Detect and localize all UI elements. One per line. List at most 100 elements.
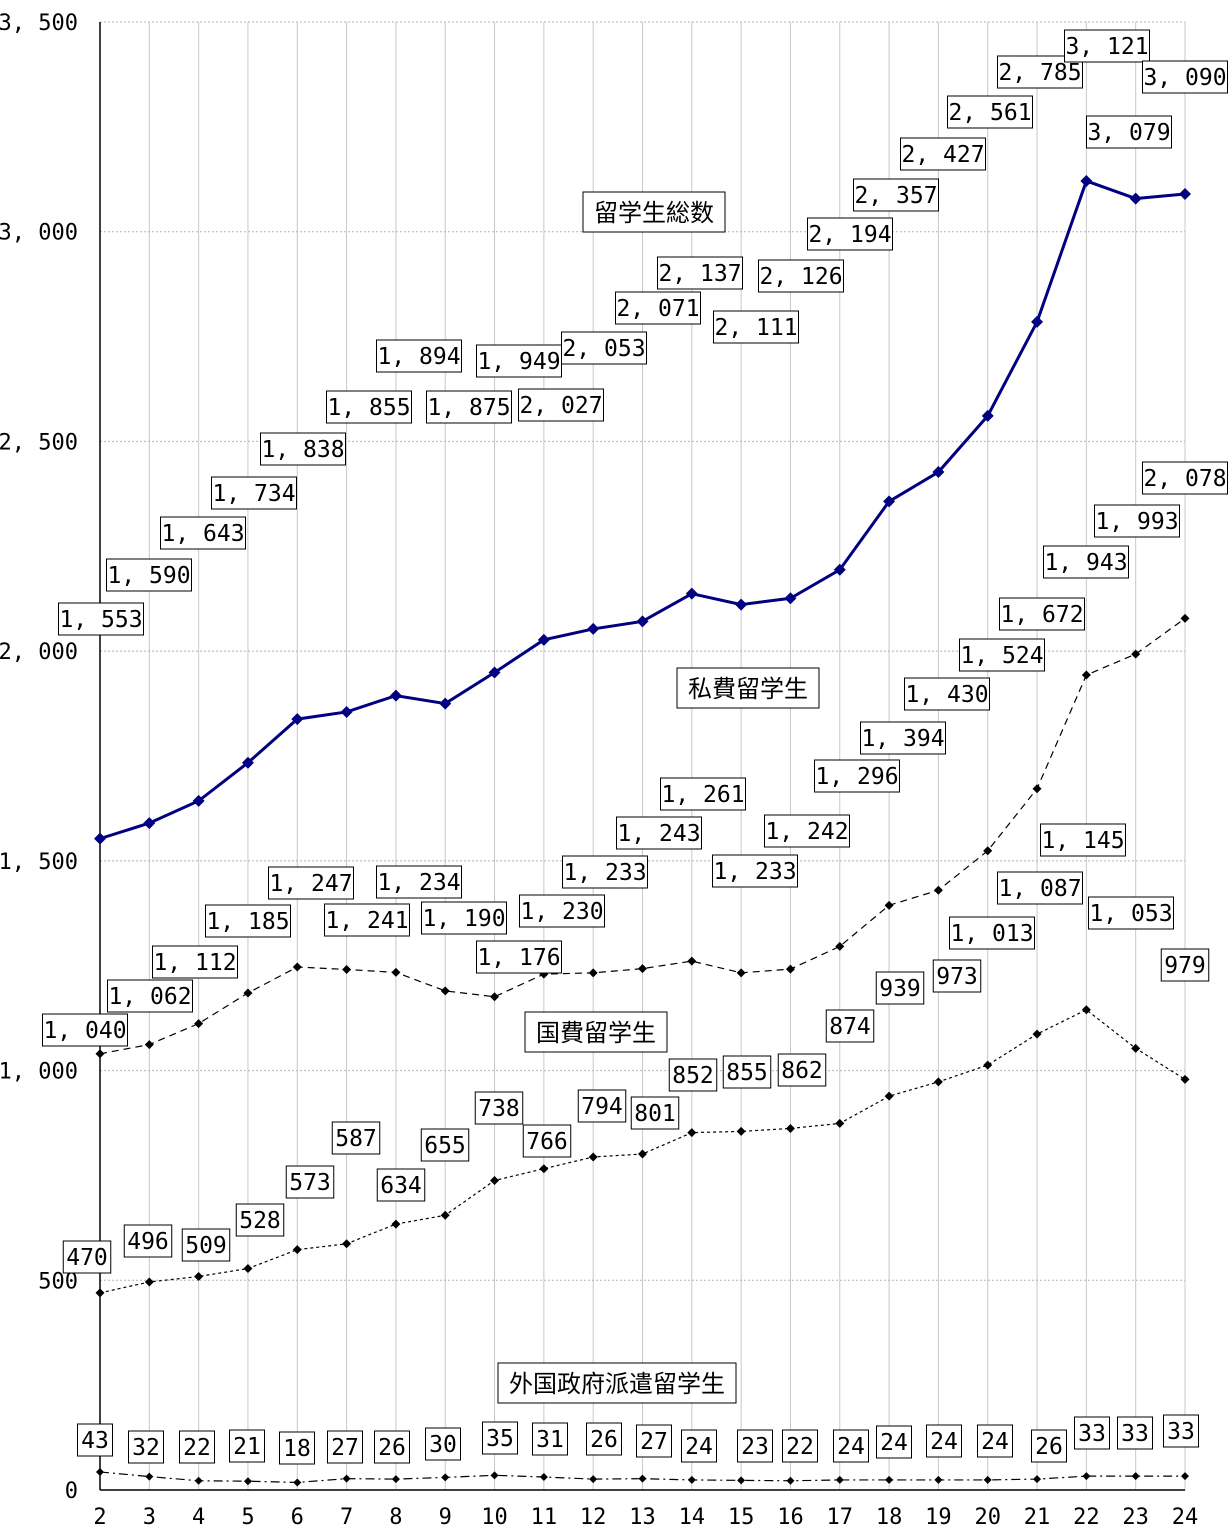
data-label: 470 xyxy=(66,1245,108,1271)
data-label-box xyxy=(833,1429,869,1463)
x-tick-label: 2 xyxy=(93,1505,106,1530)
data-label-box xyxy=(1064,29,1150,63)
data-point-marker xyxy=(736,968,746,978)
data-point-marker xyxy=(1032,1029,1042,1039)
data-point-marker xyxy=(389,689,402,702)
data-point-marker xyxy=(537,633,550,646)
data-point-marker xyxy=(687,1128,697,1138)
data-label-box xyxy=(999,597,1085,631)
data-label: 801 xyxy=(634,1101,676,1127)
data-label: 22 xyxy=(183,1435,211,1461)
data-label-box xyxy=(577,1089,627,1123)
data-label-box xyxy=(949,916,1035,950)
data-point-marker xyxy=(440,1210,450,1220)
data-label-box xyxy=(876,1425,912,1459)
data-point-marker xyxy=(1131,1472,1140,1481)
x-tick-label: 20 xyxy=(974,1505,1001,1530)
data-label: 26 xyxy=(590,1427,618,1453)
data-point-marker xyxy=(439,697,452,710)
data-label-box xyxy=(268,866,354,900)
data-point-marker xyxy=(638,1474,647,1483)
data-label-box xyxy=(106,558,192,592)
data-point-marker xyxy=(342,1239,352,1249)
data-point-marker xyxy=(95,1288,105,1298)
data-label-box xyxy=(860,721,946,755)
data-label-box xyxy=(421,901,507,935)
data-label-box xyxy=(425,1427,461,1461)
data-label: 24 xyxy=(685,1434,713,1460)
data-label-box xyxy=(616,816,702,850)
data-label-box xyxy=(152,945,238,979)
data-point-marker xyxy=(883,495,896,508)
data-label: 939 xyxy=(879,976,921,1002)
data-point-marker xyxy=(1082,1472,1091,1481)
data-label: 1, 243 xyxy=(617,821,700,847)
data-label-box xyxy=(376,865,462,899)
data-label-box xyxy=(205,904,291,938)
x-tick-label: 24 xyxy=(1172,1505,1199,1530)
data-label: 18 xyxy=(283,1436,311,1462)
data-label-box xyxy=(737,1429,773,1463)
data-label-box xyxy=(1074,1416,1110,1450)
data-label: 24 xyxy=(837,1434,865,1460)
data-point-marker xyxy=(588,1152,598,1162)
data-label: 496 xyxy=(127,1229,169,1255)
data-label-box xyxy=(561,331,647,365)
data-point-marker xyxy=(1031,315,1044,328)
data-label: 24 xyxy=(981,1429,1009,1455)
data-label: 2, 785 xyxy=(998,60,1081,86)
data-label-box xyxy=(260,432,346,466)
series-name-label: 国費留学生 xyxy=(536,1019,656,1047)
data-label: 1, 040 xyxy=(43,1018,126,1044)
data-label-box xyxy=(474,1091,524,1125)
data-point-marker xyxy=(342,964,352,974)
data-point-marker xyxy=(145,1472,154,1481)
y-tick-label: 0 xyxy=(65,1479,78,1504)
data-label: 24 xyxy=(930,1429,958,1455)
data-point-marker xyxy=(94,832,106,845)
x-tick-label: 21 xyxy=(1024,1505,1051,1530)
data-point-marker xyxy=(539,1164,549,1174)
data-point-marker xyxy=(96,1467,104,1476)
data-label: 855 xyxy=(726,1060,768,1086)
data-label-box xyxy=(713,310,799,344)
data-label-box xyxy=(476,940,562,974)
data-label: 3, 079 xyxy=(1087,120,1170,146)
data-label: 1, 394 xyxy=(861,726,944,752)
data-point-marker xyxy=(243,1477,252,1486)
data-label-box xyxy=(660,777,746,811)
data-point-marker xyxy=(340,705,353,718)
data-label: 862 xyxy=(781,1058,823,1084)
data-label-box xyxy=(782,1429,818,1463)
data-point-marker xyxy=(983,846,993,856)
data-label: 1, 230 xyxy=(520,899,603,925)
data-label-box xyxy=(562,855,648,889)
x-tick-label: 14 xyxy=(679,1505,706,1530)
data-label: 27 xyxy=(640,1429,668,1455)
data-label-box xyxy=(777,1053,827,1087)
data-label-box xyxy=(712,854,798,888)
data-label: 1, 112 xyxy=(153,950,236,976)
data-label: 22 xyxy=(786,1434,814,1460)
x-tick-label: 13 xyxy=(629,1505,656,1530)
data-point-marker xyxy=(1081,1005,1091,1015)
data-point-marker xyxy=(835,1475,844,1484)
data-point-marker xyxy=(636,615,649,628)
data-label: 1, 234 xyxy=(377,870,460,896)
data-point-marker xyxy=(833,563,846,576)
data-label: 24 xyxy=(880,1430,908,1456)
data-label: 21 xyxy=(233,1434,261,1460)
x-tick-label: 11 xyxy=(531,1505,558,1530)
data-label: 26 xyxy=(378,1435,406,1461)
data-point-marker xyxy=(735,598,748,611)
data-point-marker xyxy=(490,1175,500,1185)
data-label: 2, 126 xyxy=(759,264,842,290)
data-label: 738 xyxy=(478,1096,520,1122)
data-point-marker xyxy=(736,1126,746,1136)
data-label-box xyxy=(160,516,246,550)
data-point-marker xyxy=(835,941,845,951)
data-label-box xyxy=(615,291,701,325)
data-label-box xyxy=(932,959,982,993)
data-point-marker xyxy=(292,1245,302,1255)
data-label-box xyxy=(807,217,893,251)
